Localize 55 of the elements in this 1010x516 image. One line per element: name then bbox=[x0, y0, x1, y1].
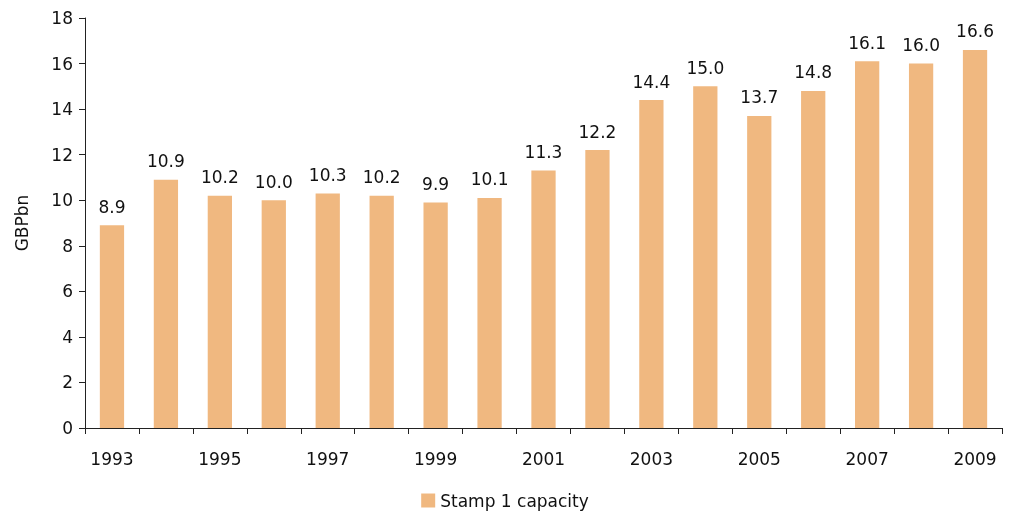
y-axis-title: GBPbn bbox=[11, 194, 32, 252]
bar bbox=[369, 195, 394, 428]
bar bbox=[639, 100, 664, 428]
data-label: 9.9 bbox=[422, 174, 450, 194]
bar bbox=[801, 90, 826, 428]
data-label: 10.0 bbox=[254, 171, 293, 192]
y-tick-label: 6 bbox=[62, 281, 73, 302]
bar bbox=[531, 170, 556, 428]
data-label: 8.9 bbox=[98, 196, 126, 217]
data-label: 10.2 bbox=[362, 167, 401, 188]
bar bbox=[747, 115, 772, 428]
x-tick-label: 1993 bbox=[90, 448, 134, 469]
bar bbox=[423, 202, 448, 428]
x-tick-label: 2003 bbox=[629, 448, 674, 469]
bar bbox=[99, 225, 125, 428]
bar bbox=[261, 200, 286, 428]
y-tick-label: 0 bbox=[62, 418, 73, 438]
bar bbox=[693, 86, 718, 428]
data-label: 15.0 bbox=[686, 57, 725, 78]
y-tick-label: 10 bbox=[51, 190, 73, 211]
y-tick-label: 16 bbox=[51, 53, 73, 74]
y-tick-label: 14 bbox=[51, 99, 73, 120]
data-label: 14.4 bbox=[632, 71, 671, 92]
bar bbox=[962, 49, 988, 428]
data-label: 13.7 bbox=[740, 87, 779, 108]
data-label: 16.6 bbox=[956, 21, 994, 42]
y-tick-label: 2 bbox=[62, 372, 73, 393]
bar bbox=[477, 197, 502, 428]
y-tick-label: 8 bbox=[62, 235, 73, 256]
data-label: 10.1 bbox=[470, 169, 509, 190]
bar bbox=[855, 61, 880, 428]
x-tick-label: 1997 bbox=[306, 448, 350, 469]
data-label: 14.8 bbox=[794, 62, 833, 83]
bar bbox=[207, 195, 232, 428]
y-tick-label: 12 bbox=[51, 144, 73, 165]
x-tick-label: 2005 bbox=[737, 448, 781, 469]
x-tick-label: 1999 bbox=[413, 448, 458, 469]
data-label: 10.3 bbox=[308, 164, 347, 185]
bar bbox=[585, 150, 610, 428]
data-label: 10.2 bbox=[200, 167, 239, 188]
bar bbox=[153, 179, 179, 428]
bar bbox=[908, 63, 934, 428]
bar bbox=[315, 193, 340, 428]
x-tick-label: 1995 bbox=[198, 448, 242, 469]
x-tick-label: 2007 bbox=[845, 448, 889, 469]
y-tick-label: 4 bbox=[62, 326, 73, 347]
data-label: 16.0 bbox=[902, 35, 941, 56]
data-label: 12.2 bbox=[578, 121, 617, 142]
data-label: 10.9 bbox=[146, 151, 185, 172]
legend-label: Stamp 1 capacity bbox=[440, 490, 589, 511]
y-tick-label: 18 bbox=[51, 8, 73, 28]
x-tick-label: 2001 bbox=[521, 448, 566, 469]
data-label: 16.1 bbox=[848, 32, 887, 53]
data-label: 11.3 bbox=[524, 142, 563, 163]
x-tick-label: 2009 bbox=[953, 448, 997, 469]
